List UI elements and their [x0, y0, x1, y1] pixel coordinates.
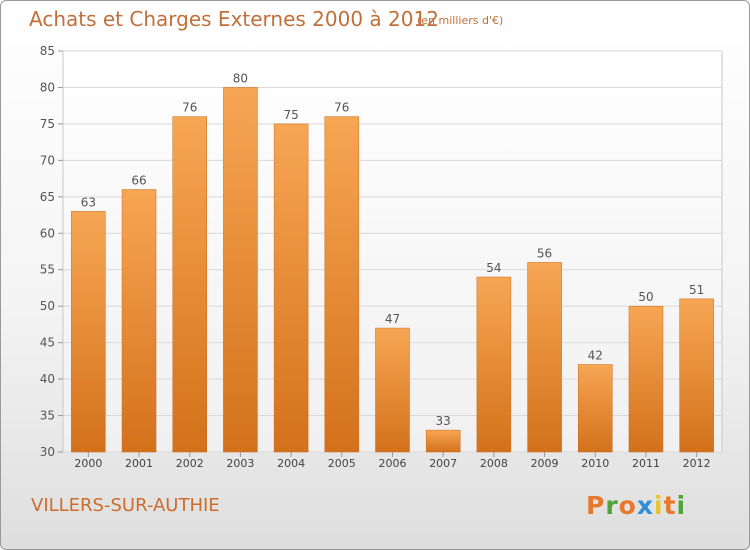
bar-2011 [628, 305, 664, 453]
logo-letter: o [618, 491, 637, 520]
x-tick-label: 2008 [480, 457, 508, 470]
bar-2004 [273, 123, 309, 453]
bar-2003 [223, 87, 258, 453]
bar-2009 [527, 262, 562, 453]
bar-2006 [375, 327, 410, 453]
y-axis: 30 35 40 45 50 55 60 65 70 75 80 85 [40, 44, 63, 459]
data-label: 75 [283, 108, 298, 122]
logo-letter: x [636, 491, 654, 520]
proxiti-logo: Proxiti [586, 491, 686, 520]
data-label: 76 [182, 101, 197, 115]
bars: 63 66 76 80 75 76 47 33 54 56 42 50 51 [71, 71, 714, 453]
y-tick-label: 50 [40, 299, 55, 313]
logo-letter: t [663, 491, 677, 520]
logo-letter: P [586, 491, 606, 520]
y-tick-label: 40 [40, 372, 55, 386]
chart-subtitle: (en milliers d'€) [417, 14, 504, 27]
x-tick-label: 2001 [125, 457, 153, 470]
x-tick-label: 2012 [683, 457, 711, 470]
x-axis: 2000 2001 2002 2003 2004 2005 2006 2007 2008 2009… [74, 452, 711, 470]
data-label: 80 [233, 71, 248, 85]
y-tick-label: 45 [40, 336, 55, 350]
data-label: 42 [588, 349, 603, 363]
x-tick-label: 2010 [581, 457, 609, 470]
data-label: 33 [436, 414, 451, 428]
bar-2007 [425, 429, 461, 453]
x-tick-label: 2003 [226, 457, 254, 470]
x-tick-label: 2005 [328, 457, 356, 470]
data-label: 76 [334, 101, 349, 115]
y-tick-label: 60 [40, 226, 55, 240]
y-tick-label: 85 [40, 44, 55, 58]
x-tick-label: 2002 [176, 457, 204, 470]
bar-2008 [476, 276, 512, 453]
y-tick-label: 65 [40, 190, 55, 204]
data-label: 56 [537, 246, 552, 260]
x-tick-label: 2009 [531, 457, 559, 470]
logo-letter: r [605, 491, 619, 520]
x-tick-label: 2007 [429, 457, 457, 470]
data-label: 47 [385, 312, 400, 326]
y-tick-label: 35 [40, 409, 55, 423]
bar-2010 [578, 364, 613, 453]
y-tick-label: 30 [40, 445, 55, 459]
y-tick-label: 70 [40, 153, 55, 167]
logo-letter: i [676, 491, 687, 520]
bar-2000 [71, 211, 106, 453]
data-label: 51 [689, 283, 704, 297]
bar-2005 [324, 116, 360, 453]
y-tick-label: 75 [40, 117, 55, 131]
bar-2002 [172, 116, 207, 453]
chart-title: Achats et Charges Externes 2000 à 2012 [29, 7, 439, 31]
logo-letter: i [654, 491, 664, 520]
data-label: 63 [81, 195, 96, 209]
x-tick-label: 2006 [379, 457, 407, 470]
y-tick-label: 55 [40, 263, 55, 277]
x-tick-label: 2011 [632, 457, 660, 470]
commune-name: VILLERS-SUR-AUTHIE [31, 495, 220, 516]
data-label: 66 [131, 174, 146, 188]
y-tick-label: 80 [40, 80, 55, 94]
data-label: 50 [638, 290, 653, 304]
data-label: 54 [486, 261, 501, 275]
bar-2001 [121, 189, 157, 453]
bar-2012 [679, 298, 714, 453]
x-tick-label: 2004 [277, 457, 305, 470]
x-tick-label: 2000 [74, 457, 102, 470]
